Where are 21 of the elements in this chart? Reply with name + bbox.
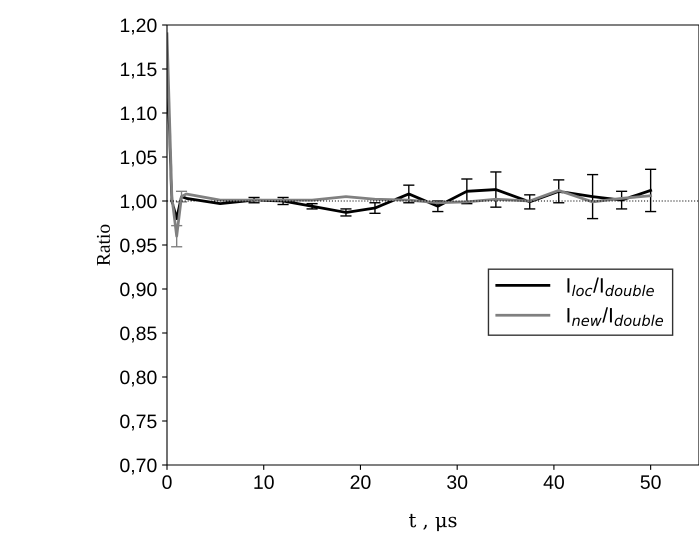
x-tick-label: 50 [640,475,661,490]
x-tick-label: 40 [544,475,564,490]
x-tick-label: 10 [254,475,274,490]
x-tick-label: 0 [162,475,172,490]
y-tick-label: 1,15 [120,62,156,79]
y-tick-label: 1,00 [120,194,157,211]
legend-label: I$_{new}$/I$_{double}$ [567,307,664,326]
y-tick-label: 1,10 [120,106,157,123]
x-axis-title: t , μs [409,514,456,532]
y-tick-label: 0,75 [120,414,156,431]
x-tick-label: 20 [350,475,371,490]
y-axis-title: Ratio [96,224,110,266]
legend-label: I$_{loc}$/I$_{double}$ [567,277,654,296]
x-tick-label: 30 [447,475,468,490]
y-tick-label: 1,20 [120,18,157,35]
y-tick-label: 0,90 [120,282,157,299]
y-tick-label: 0,80 [120,370,157,387]
y-tick-label: 0,85 [120,326,156,343]
y-tick-label: 0,70 [120,458,157,475]
y-tick-label: 1,05 [120,150,156,167]
y-tick-label: 0,95 [120,238,156,255]
